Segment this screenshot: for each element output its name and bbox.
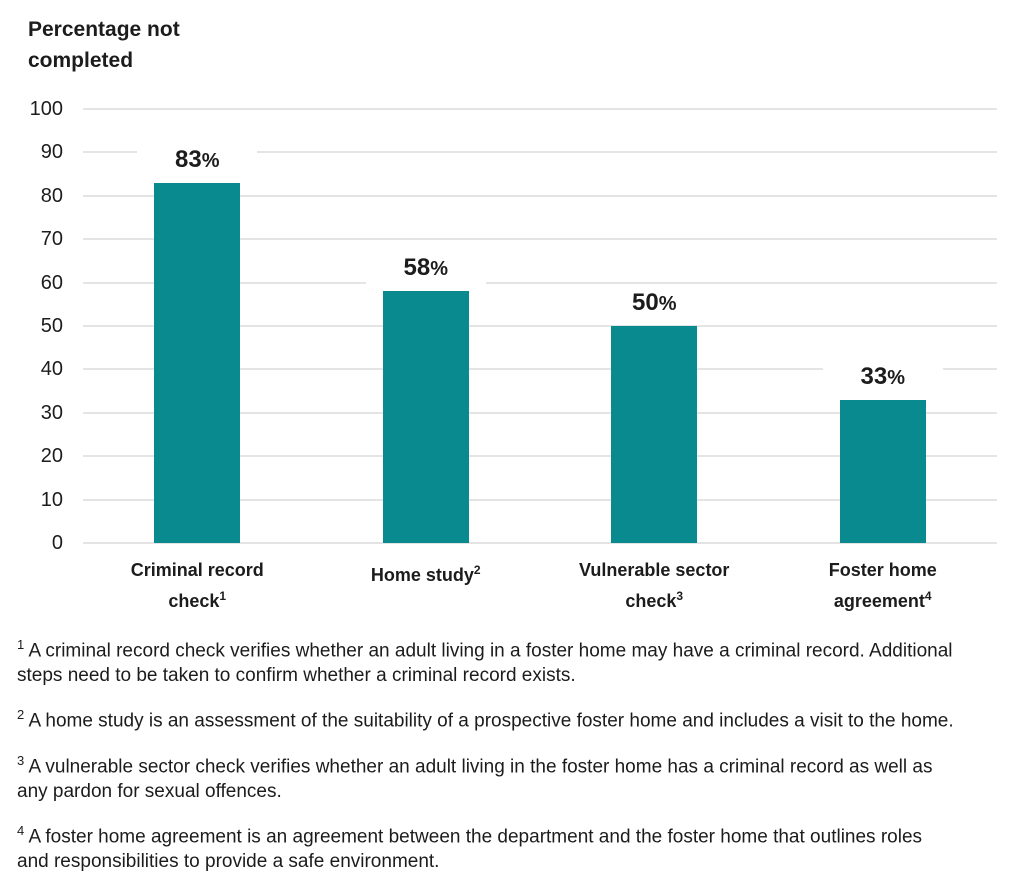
y-axis-tick-label: 10 — [40, 488, 63, 511]
y-axis-tick-label: 70 — [40, 228, 63, 251]
x-axis-category-label: Foster home agreement4 — [828, 560, 937, 611]
percent-sign: % — [887, 366, 905, 389]
gridline — [83, 498, 997, 501]
gridline — [83, 238, 997, 241]
percent-sign: % — [201, 149, 220, 172]
y-axis-tick-label: 50 — [40, 315, 63, 337]
gridline — [83, 542, 997, 544]
footnote: 4 A foster home agreement is an agreemen… — [17, 818, 957, 874]
footnote: 2 A home study is an assessment of the s… — [17, 702, 957, 733]
footnote-text: A home study is an assessment of the sui… — [28, 710, 954, 732]
category-footnote-marker: 1 — [219, 589, 227, 603]
x-axis-category-label: Home study2 — [370, 563, 481, 585]
gridline — [83, 281, 997, 284]
gridline — [83, 151, 997, 154]
footnote-text: A foster home agreement is an agreement … — [17, 826, 923, 873]
bar-value-label: 33% — [822, 361, 943, 393]
chart-title: Percentage not completed — [28, 18, 180, 72]
percent-sign: % — [430, 258, 448, 281]
footnote-marker: 1 — [17, 637, 25, 652]
bar — [839, 399, 926, 543]
y-axis-tick-label: 40 — [40, 358, 63, 381]
category-footnote-marker: 3 — [676, 589, 684, 603]
y-axis-tick-label: 30 — [40, 401, 63, 424]
footnote-marker: 2 — [17, 707, 25, 723]
y-axis-tick-label: 80 — [40, 184, 63, 207]
bar — [611, 326, 698, 543]
percent-sign: % — [658, 293, 677, 315]
gridline — [83, 455, 997, 458]
footnote-text: A criminal record check verifies whether… — [17, 640, 953, 687]
bar-value-label: 58% — [365, 253, 486, 285]
y-axis-tick-label: 60 — [40, 271, 63, 294]
gridline — [83, 108, 997, 110]
gridline — [83, 325, 997, 327]
footnotes: 1 A criminal record check verifies wheth… — [17, 632, 957, 879]
bar — [382, 291, 469, 543]
category-footnote-marker: 2 — [473, 563, 481, 577]
bar — [154, 182, 241, 543]
footnote-marker: 4 — [17, 822, 25, 838]
footnote-text: A vulnerable sector check verifies wheth… — [17, 755, 933, 802]
y-axis-tick-label: 90 — [40, 141, 63, 164]
x-axis-category-label: Vulnerable sector check3 — [579, 560, 730, 611]
x-axis-category-label: Criminal record check1 — [130, 560, 264, 611]
category-footnote-marker: 4 — [924, 589, 932, 603]
bar-value-label: 83% — [137, 144, 258, 176]
gridline — [83, 368, 997, 371]
footnote: 1 A criminal record check verifies wheth… — [17, 632, 957, 688]
footnote: 3 A vulnerable sector check verifies whe… — [17, 748, 957, 804]
y-axis-tick-label: 20 — [40, 445, 63, 468]
footnote-marker: 3 — [17, 752, 25, 768]
bar-value-label: 50% — [594, 288, 715, 319]
y-axis-tick-label: 0 — [51, 532, 63, 554]
gridline — [83, 194, 997, 197]
y-axis-tick-label: 100 — [29, 98, 63, 120]
gridline — [83, 411, 997, 414]
